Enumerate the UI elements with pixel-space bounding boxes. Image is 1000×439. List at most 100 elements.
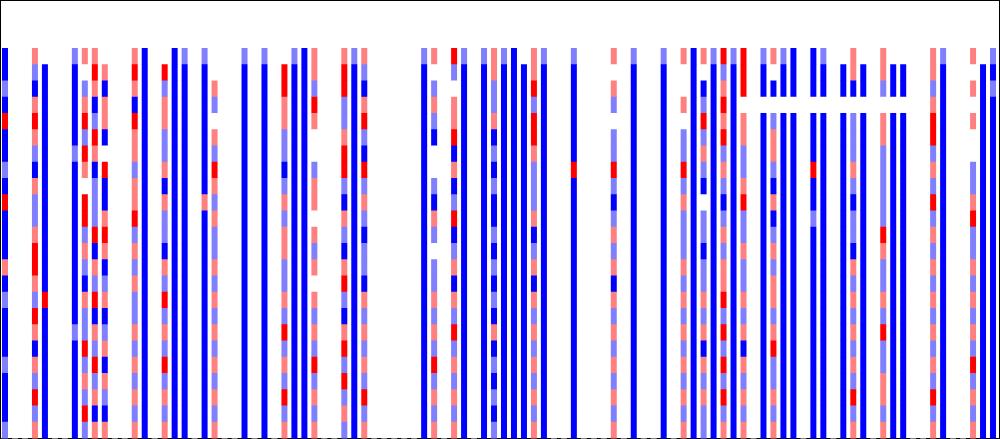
heatmap-cell xyxy=(880,129,887,146)
heatmap-cell xyxy=(650,324,657,341)
heatmap-cell xyxy=(740,291,747,309)
heatmap-cell xyxy=(790,210,797,228)
heatmap-cell xyxy=(730,291,737,309)
heatmap-cell xyxy=(990,64,997,81)
heatmap-cell xyxy=(251,389,258,406)
heatmap-cell xyxy=(660,178,667,195)
heatmap-cell xyxy=(61,259,68,276)
heatmap-cell xyxy=(441,161,448,179)
heatmap-cell xyxy=(21,405,28,423)
heatmap-cell xyxy=(251,259,258,276)
heatmap-cell xyxy=(341,80,348,98)
heatmap-cell xyxy=(411,308,418,325)
heatmap-cell xyxy=(371,129,378,146)
heatmap-cell xyxy=(201,178,208,195)
heatmap-cell xyxy=(710,356,717,374)
heatmap-cell xyxy=(171,243,178,260)
heatmap-cell xyxy=(151,389,158,406)
heatmap-cell xyxy=(121,389,128,406)
heatmap-cell xyxy=(850,96,857,114)
heatmap-cell xyxy=(940,80,947,98)
heatmap-cell xyxy=(161,308,168,325)
heatmap-cell xyxy=(111,129,118,146)
heatmap-cell xyxy=(860,340,867,358)
heatmap-cell xyxy=(580,373,587,390)
heatmap-cell xyxy=(51,243,58,260)
heatmap-cell xyxy=(2,259,8,276)
heatmap-cell xyxy=(990,324,997,341)
heatmap-cell xyxy=(151,340,158,358)
heatmap-cell xyxy=(800,291,807,309)
heatmap-cell xyxy=(510,210,517,228)
heatmap-cell xyxy=(381,291,388,309)
heatmap-cell xyxy=(670,96,677,114)
heatmap-cell xyxy=(71,243,78,260)
heatmap-cell xyxy=(491,243,498,260)
heatmap-cell xyxy=(191,80,198,98)
heatmap-cell xyxy=(540,210,547,228)
heatmap-cell xyxy=(660,308,667,325)
heatmap-cell xyxy=(161,243,168,260)
heatmap-cell xyxy=(950,259,957,276)
heatmap-cell xyxy=(151,373,158,390)
heatmap-cell xyxy=(780,226,787,244)
heatmap-cell xyxy=(221,275,228,293)
heatmap-cell xyxy=(880,373,887,390)
heatmap-cell xyxy=(760,96,767,114)
heatmap-cell xyxy=(740,259,747,276)
heatmap-cell xyxy=(830,145,837,163)
heatmap-cell xyxy=(401,194,408,211)
heatmap-cell xyxy=(830,405,837,423)
heatmap-cell xyxy=(281,145,288,163)
heatmap-cell xyxy=(491,161,498,179)
heatmap-cell xyxy=(481,178,488,195)
heatmap-cell xyxy=(680,356,687,374)
heatmap-cell xyxy=(141,340,148,358)
heatmap-cell xyxy=(241,64,248,81)
heatmap-cell xyxy=(510,373,517,390)
heatmap-cell xyxy=(431,324,438,341)
heatmap-cell xyxy=(181,194,188,211)
heatmap-cell xyxy=(261,210,268,228)
heatmap-cell xyxy=(850,421,857,439)
heatmap-cell xyxy=(281,178,288,195)
heatmap-cell xyxy=(910,308,917,325)
heatmap-cell xyxy=(411,340,418,358)
heatmap-cell xyxy=(161,96,168,114)
heatmap-cell xyxy=(690,210,697,228)
heatmap-cell xyxy=(301,161,308,179)
heatmap-cell xyxy=(950,226,957,244)
heatmap-cell xyxy=(700,113,707,130)
heatmap-cell xyxy=(960,324,967,341)
heatmap-cell xyxy=(131,308,138,325)
heatmap-cell xyxy=(770,80,777,98)
heatmap-cell xyxy=(171,275,178,293)
heatmap-cell xyxy=(401,161,408,179)
heatmap-cell xyxy=(690,340,697,358)
heatmap-cell xyxy=(331,161,338,179)
heatmap-cell xyxy=(540,308,547,325)
heatmap-cell xyxy=(850,259,857,276)
heatmap-cell xyxy=(600,356,607,374)
heatmap-cell xyxy=(780,421,787,439)
heatmap-cell xyxy=(161,194,168,211)
heatmap-cell xyxy=(920,194,927,211)
heatmap-cell xyxy=(610,145,617,163)
heatmap-cell xyxy=(191,243,198,260)
heatmap-cell xyxy=(960,64,967,81)
heatmap-cell xyxy=(491,291,498,309)
heatmap-cell xyxy=(620,405,627,423)
heatmap-cell xyxy=(640,64,647,81)
heatmap-cell xyxy=(201,291,208,309)
heatmap-cell xyxy=(211,259,218,276)
heatmap-cell xyxy=(650,96,657,114)
heatmap-cell xyxy=(970,113,977,130)
heatmap-cell xyxy=(720,210,727,228)
heatmap-cell xyxy=(241,421,248,439)
heatmap-cell xyxy=(501,129,507,146)
heatmap-cell xyxy=(740,145,747,163)
heatmap-cell xyxy=(401,389,408,406)
heatmap-cell xyxy=(261,421,268,439)
heatmap-cell xyxy=(840,129,847,146)
heatmap-cell xyxy=(670,194,677,211)
